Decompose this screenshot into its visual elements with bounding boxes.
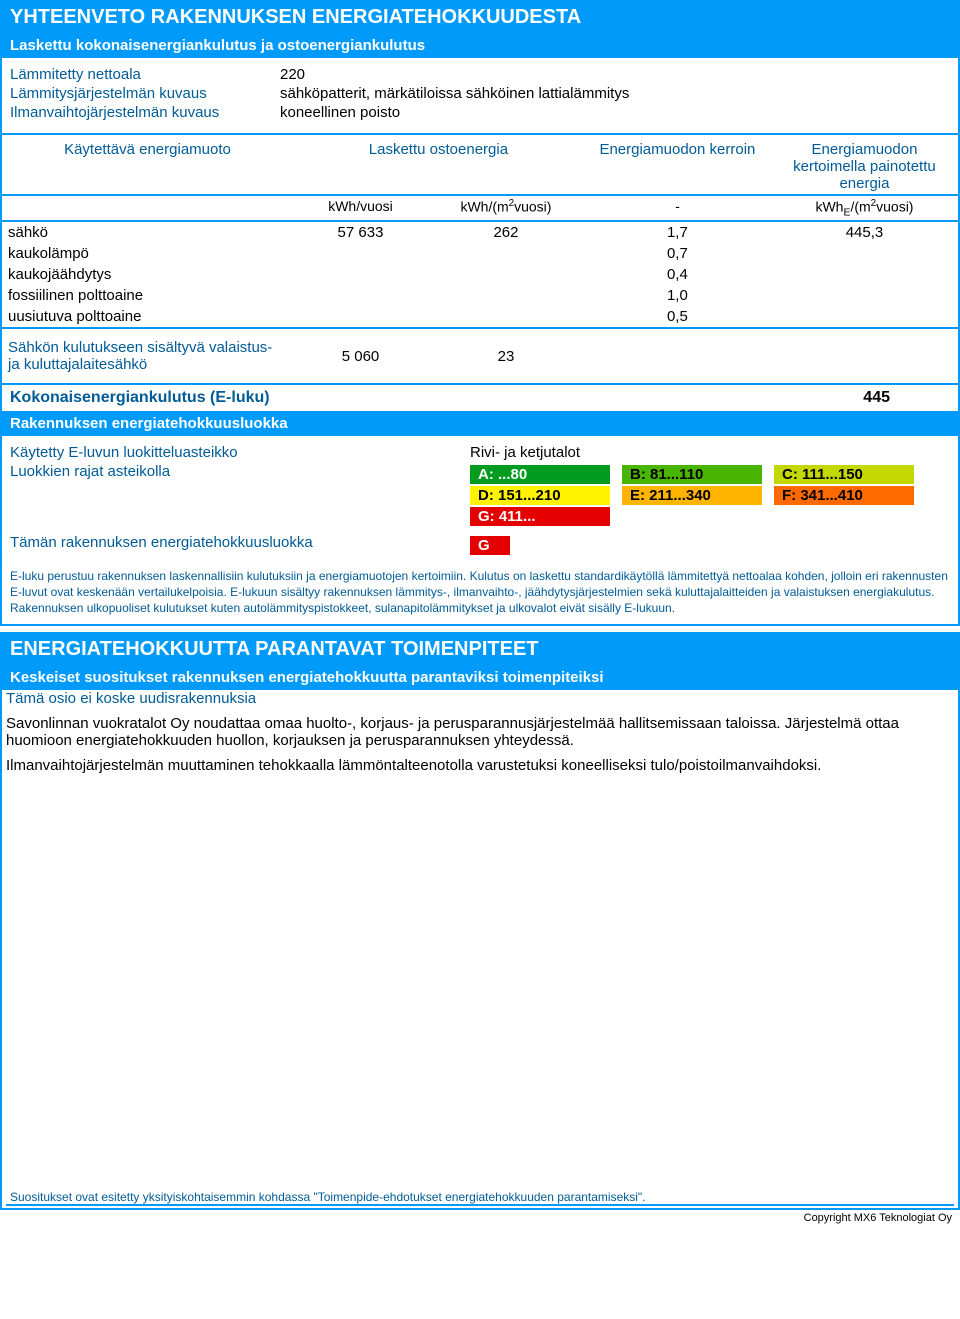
- badge-a: A: ...80: [470, 465, 610, 484]
- row-sahko-coeff: 1,7: [584, 221, 771, 243]
- row-kaukolampo-label: kaukolämpö: [2, 243, 293, 264]
- summary-subtitle: Laskettu kokonaisenergiankulutus ja osto…: [2, 33, 958, 58]
- badge-b: B: 81...110: [622, 465, 762, 484]
- th-weighted: Energiamuodon kertoimella painotettu ene…: [771, 139, 958, 195]
- summary-section: YHTEENVETO RAKENNUKSEN ENERGIATEHOKKUUDE…: [0, 0, 960, 626]
- ventilation-label: Ilmanvaihtojärjestelmän kuvaus: [10, 104, 280, 121]
- netarea-value: 220: [280, 66, 950, 83]
- netarea-label: Lämmitetty nettoala: [10, 66, 280, 83]
- row-uusiutuva-label: uusiutuva polttoaine: [2, 306, 293, 328]
- copyright: Copyright MX6 Teknologiat Oy: [0, 1210, 960, 1226]
- summary-title: YHTEENVETO RAKENNUKSEN ENERGIATEHOKKUUDE…: [2, 2, 958, 33]
- eluku-value: 445: [863, 389, 950, 407]
- unit-kwh-year: kWh/vuosi: [293, 195, 428, 221]
- building-info: Lämmitetty nettoala 220 Lämmitysjärjeste…: [2, 58, 958, 129]
- improve-section: ENERGIATEHOKKUUTTA PARANTAVAT TOIMENPITE…: [0, 632, 960, 690]
- badge-f: F: 341...410: [774, 486, 914, 505]
- page: YHTEENVETO RAKENNUKSEN ENERGIATEHOKKUUDE…: [0, 0, 960, 1226]
- unit-kwhe-m2-year: kWhE/(m2vuosi): [771, 195, 958, 221]
- improve-p2: Savonlinnan vuokratalot Oy noudattaa oma…: [6, 715, 954, 749]
- row-kaukolampo-coeff: 0,7: [584, 243, 771, 264]
- eluku-label: Kokonaisenergiankulutus (E-luku): [10, 389, 270, 407]
- unit-kwh-m2-year: kWh/(m2vuosi): [428, 195, 584, 221]
- ventilation-value: koneellinen poisto: [280, 104, 950, 121]
- row-kaukojaahdytys-label: kaukojäähdytys: [2, 264, 293, 285]
- row-lighting-label: Sähkön kulutukseen sisältyvä valaistus- …: [2, 328, 293, 383]
- badge-g: G: 411...: [470, 507, 610, 526]
- unit-dash: -: [584, 195, 771, 221]
- class-header: Rakennuksen energiatehokkuusluokka: [2, 411, 958, 436]
- improve-p3: Ilmanvaihtojärjestelmän muuttaminen teho…: [6, 757, 954, 774]
- th-coeff: Energiamuodon kerroin: [584, 139, 771, 195]
- th-purchased: Laskettu ostoenergia: [293, 139, 584, 195]
- improve-p1: Tämä osio ei koske uudisrakennuksia: [6, 690, 954, 707]
- this-building-label: Tämän rakennuksen energiatehokkuusluokka: [10, 534, 470, 551]
- eluku-row: Kokonaisenergiankulutus (E-luku) 445: [2, 383, 958, 411]
- energy-table: Käytettävä energiamuoto Laskettu ostoene…: [2, 139, 958, 383]
- improve-footer: Suositukset ovat esitetty yksityiskohtai…: [6, 1190, 954, 1206]
- row-fossiilinen-label: fossiilinen polttoaine: [2, 285, 293, 306]
- badge-d: D: 151...210: [470, 486, 610, 505]
- row-sahko-weighted: 445,3: [771, 221, 958, 243]
- th-energyform: Käytettävä energiamuoto: [2, 139, 293, 195]
- row-lighting-kwh: 5 060: [293, 328, 428, 383]
- heating-label: Lämmitysjärjestelmän kuvaus: [10, 85, 280, 102]
- badge-c: C: 111...150: [774, 465, 914, 484]
- this-building-class: G: [470, 536, 510, 555]
- row-lighting-kwhm2: 23: [428, 328, 584, 383]
- badge-e: E: 211...340: [622, 486, 762, 505]
- improve-title: ENERGIATEHOKKUUTTA PARANTAVAT TOIMENPITE…: [2, 634, 958, 665]
- scale-used-value: Rivi- ja ketjutalot: [470, 444, 950, 461]
- scale-used-label: Käytetty E-luvun luokitteluasteikko: [10, 444, 470, 461]
- scale-limits-label: Luokkien rajat asteikolla: [10, 463, 470, 480]
- improve-subtitle: Keskeiset suositukset rakennuksen energi…: [2, 665, 958, 690]
- row-kaukojaahdytys-coeff: 0,4: [584, 264, 771, 285]
- heating-value: sähköpatterit, märkätiloissa sähköinen l…: [280, 85, 950, 102]
- improve-body: Tämä osio ei koske uudisrakennuksia Savo…: [0, 690, 960, 1210]
- row-sahko-label: sähkö: [2, 221, 293, 243]
- row-fossiilinen-coeff: 1,0: [584, 285, 771, 306]
- eluku-disclaimer: E-luku perustuu rakennuksen laskennallis…: [2, 565, 958, 624]
- row-sahko-kwh: 57 633: [293, 221, 428, 243]
- scale-area: Käytetty E-luvun luokitteluasteikko Rivi…: [2, 436, 958, 565]
- row-uusiutuva-coeff: 0,5: [584, 306, 771, 328]
- row-sahko-kwhm2: 262: [428, 221, 584, 243]
